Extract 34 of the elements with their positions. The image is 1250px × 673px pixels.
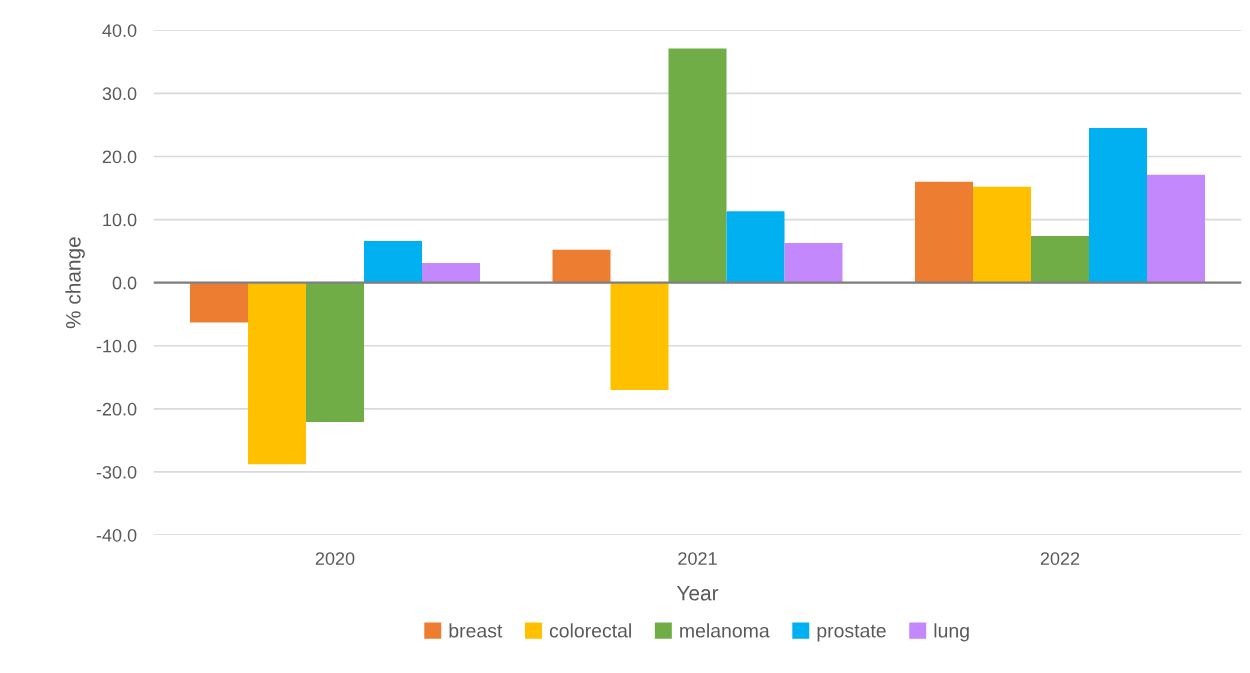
x-tick-label: 2021 [678,552,717,565]
legend-label: colorectal [549,623,631,638]
x-axis-title: Year [676,585,719,601]
y-tick-label: 40.0 [102,24,137,38]
y-axis-title: % change [65,237,85,329]
y-tick-label: 30.0 [102,87,137,101]
y-tick-label: -20.0 [96,402,137,416]
y-tick-label: -40.0 [96,528,137,542]
bar [1089,128,1147,283]
bar [364,241,422,283]
y-tick-label: -10.0 [96,339,137,353]
bar [915,181,973,283]
legend-label: lung [934,623,969,642]
legend-label: breast [449,623,503,638]
x-tick-label: 2022 [1040,552,1080,565]
y-tick-label: -30.0 [96,465,137,479]
bar [552,249,611,283]
bar [784,242,843,283]
bar [190,282,248,323]
bar [422,263,480,283]
bar [1147,174,1205,283]
bar [973,186,1031,283]
bar [306,282,364,423]
y-tick-label: 0.0 [112,276,137,290]
legend-label: melanoma [680,623,770,638]
legend-label: prostate [817,624,886,642]
bar [1031,235,1089,283]
y-tick-label: 10.0 [103,213,137,227]
y-tick-label: 20.0 [102,150,137,164]
x-tick-label: 2020 [315,552,355,565]
bar [610,282,669,390]
bar [726,211,785,283]
bar [248,282,306,465]
bar [668,48,727,283]
